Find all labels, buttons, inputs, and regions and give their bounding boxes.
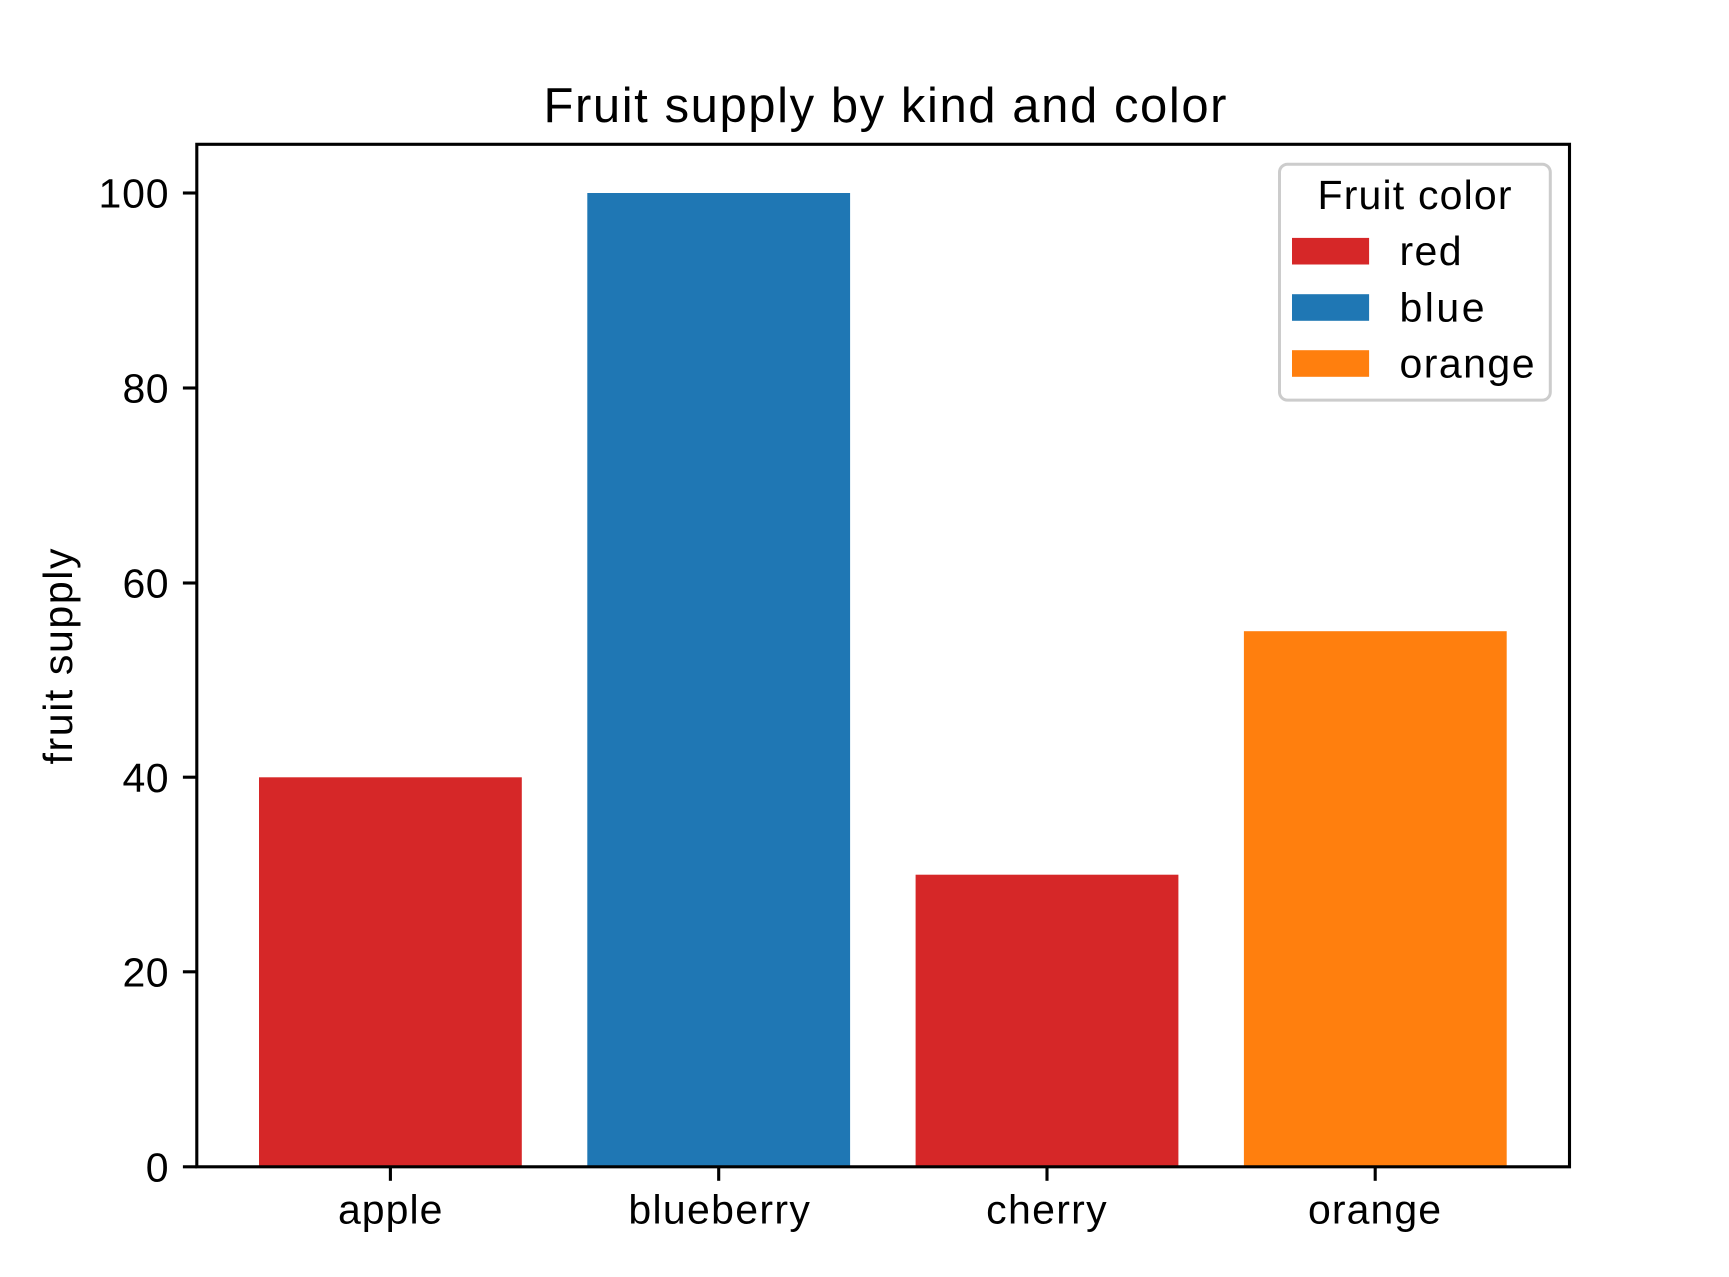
svg-text:0: 0 (146, 1145, 169, 1191)
svg-text:60: 60 (123, 561, 169, 607)
svg-text:orange: orange (1308, 1186, 1441, 1232)
svg-text:20: 20 (123, 950, 169, 996)
svg-text:40: 40 (123, 755, 169, 801)
svg-text:cherry: cherry (986, 1186, 1107, 1232)
svg-text:blue: blue (1400, 284, 1485, 330)
svg-text:fruit supply: fruit supply (35, 548, 81, 765)
svg-text:orange: orange (1400, 341, 1535, 387)
svg-text:Fruit color: Fruit color (1318, 172, 1512, 218)
svg-text:80: 80 (123, 366, 169, 412)
svg-text:red: red (1400, 228, 1462, 274)
svg-text:Fruit supply by kind and color: Fruit supply by kind and color (544, 79, 1227, 133)
svg-text:100: 100 (99, 171, 169, 217)
svg-text:blueberry: blueberry (628, 1186, 810, 1232)
svg-text:apple: apple (338, 1186, 443, 1232)
